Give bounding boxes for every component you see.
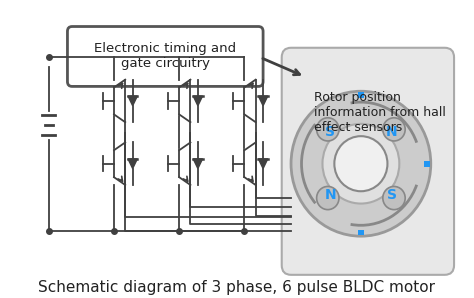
Circle shape (317, 187, 339, 209)
Text: S: S (386, 188, 397, 202)
Text: S: S (325, 125, 335, 139)
Bar (425, 161, 430, 167)
Circle shape (383, 118, 405, 141)
Polygon shape (258, 159, 268, 169)
Polygon shape (258, 96, 268, 106)
Circle shape (334, 136, 387, 191)
FancyBboxPatch shape (67, 27, 263, 86)
Polygon shape (128, 159, 137, 169)
Text: Schematic diagram of 3 phase, 6 pulse BLDC motor: Schematic diagram of 3 phase, 6 pulse BL… (38, 280, 436, 295)
Bar (358, 92, 364, 98)
Circle shape (322, 124, 399, 204)
Polygon shape (128, 96, 137, 106)
Polygon shape (193, 159, 202, 169)
Text: Rotor position
information from hall
effect sensors: Rotor position information from hall eff… (314, 91, 446, 134)
Circle shape (383, 187, 405, 209)
FancyBboxPatch shape (282, 48, 454, 275)
Text: N: N (386, 125, 397, 139)
Text: Electronic timing and
gate circuitry: Electronic timing and gate circuitry (94, 42, 237, 70)
Bar (358, 230, 364, 235)
Circle shape (291, 91, 431, 236)
Circle shape (317, 118, 339, 141)
Text: N: N (325, 188, 336, 202)
Polygon shape (193, 96, 202, 106)
